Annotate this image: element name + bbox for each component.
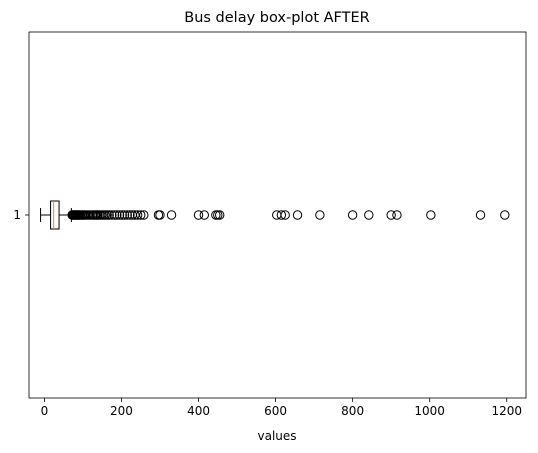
flier-point — [122, 210, 132, 220]
flier-point — [155, 210, 165, 220]
flier-point — [166, 210, 177, 220]
flier-point — [114, 210, 125, 220]
flier-point — [112, 210, 122, 220]
flier-point — [119, 210, 130, 220]
flier-point — [117, 210, 127, 220]
x-tick-label: 800 — [341, 404, 364, 418]
x-tick-label: 600 — [264, 404, 287, 418]
flier-point — [199, 210, 209, 220]
flier-point — [426, 210, 436, 220]
flier-point — [213, 210, 223, 220]
x-tick-label: 400 — [187, 404, 210, 418]
flier-point — [392, 210, 402, 220]
flier-point — [292, 210, 303, 220]
flier-point — [500, 210, 510, 220]
chart-title: Bus delay box-plot AFTER — [184, 10, 369, 26]
flier-point — [132, 210, 143, 220]
flier-point — [347, 210, 358, 220]
flier-point — [315, 210, 325, 220]
x-tick-label: 200 — [110, 404, 133, 418]
flier-point — [276, 210, 287, 220]
flier-point — [136, 210, 146, 220]
flier-point — [364, 210, 374, 220]
flier-point — [107, 210, 117, 220]
box — [50, 200, 60, 230]
flier-point — [215, 210, 225, 220]
plot-area: 0 200 400 600 800 1000 1200 1 — [13, 31, 527, 418]
flier-point — [109, 210, 120, 220]
flier-point — [475, 210, 486, 220]
flier-point — [386, 210, 396, 220]
flier-point — [125, 210, 135, 220]
flier-point — [104, 210, 114, 220]
x-axis-label: values — [257, 429, 296, 443]
flier-point — [193, 210, 204, 220]
x-tick-label: 1200 — [491, 404, 522, 418]
flier-point — [280, 210, 290, 220]
x-tick-label: 0 — [41, 404, 49, 418]
y-tick-label: 1 — [13, 208, 21, 222]
x-tick-label: 1000 — [414, 404, 445, 418]
flier-point — [139, 210, 149, 220]
